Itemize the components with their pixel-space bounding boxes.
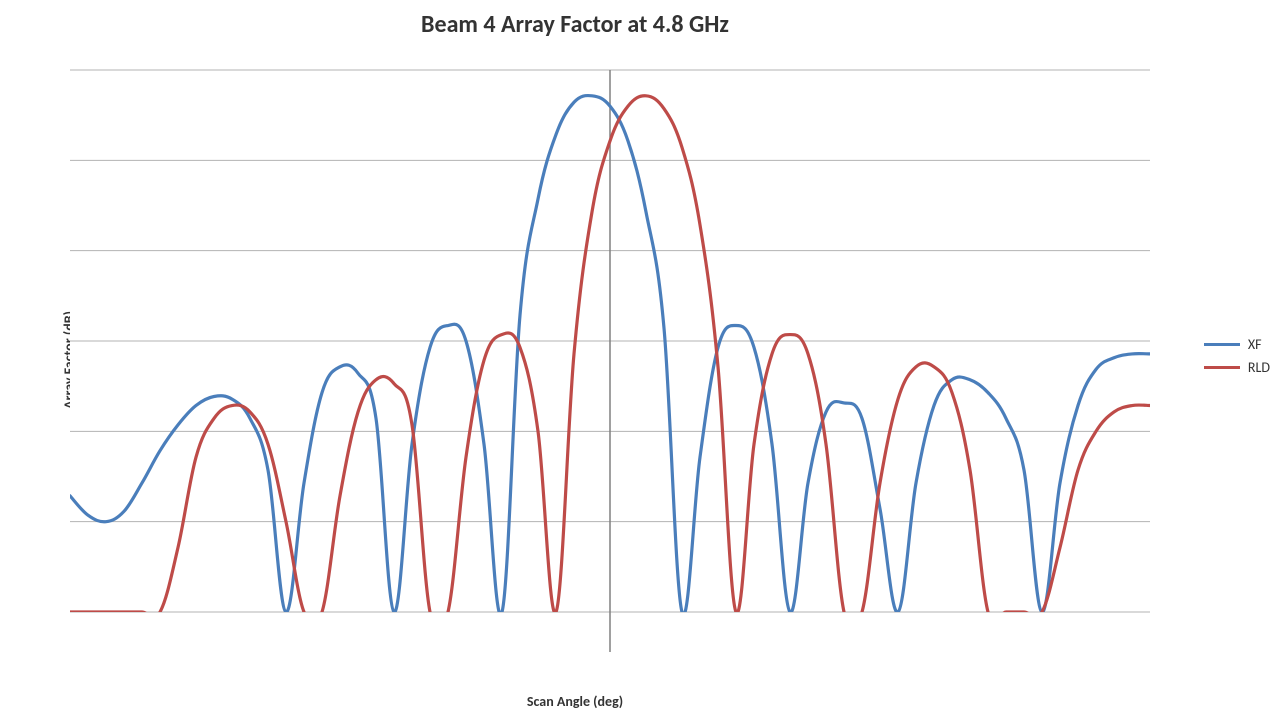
legend-item-xf: XF: [1204, 336, 1270, 353]
chart-svg: [70, 62, 1150, 670]
chart-container: Beam 4 Array Factor at 4.8 GHz Array Fac…: [0, 0, 1280, 724]
chart-title: Beam 4 Array Factor at 4.8 GHz: [0, 10, 1150, 39]
legend-item-rld: RLD: [1204, 359, 1270, 376]
plot-area: [70, 62, 1150, 670]
legend-swatch-rld: [1204, 366, 1240, 369]
legend-label-rld: RLD: [1248, 359, 1270, 376]
x-axis-label: Scan Angle (deg): [0, 693, 1150, 710]
legend-label-xf: XF: [1248, 336, 1262, 353]
legend-swatch-xf: [1204, 343, 1240, 346]
legend: XF RLD: [1204, 330, 1270, 382]
